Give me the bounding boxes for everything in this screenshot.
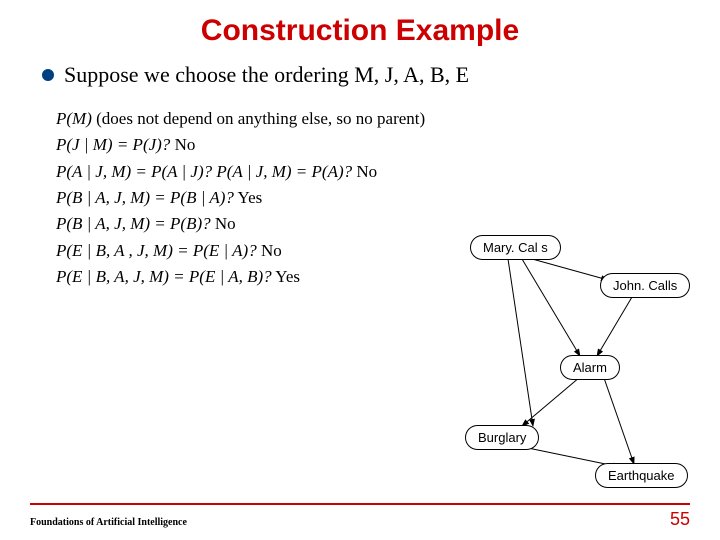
- node-alarm: Alarm: [560, 355, 620, 380]
- page-title: Construction Example: [30, 14, 690, 48]
- bullet-row: Suppose we choose the ordering M, J, A, …: [42, 62, 690, 88]
- line-4: P(B | A, J, M) = P(B | A)? Yes: [56, 185, 690, 211]
- line-2: P(J | M) = P(J)? No: [56, 132, 690, 158]
- node-john: John. Calls: [600, 273, 690, 298]
- bullet-text: Suppose we choose the ordering M, J, A, …: [64, 62, 469, 88]
- page-number: 55: [670, 509, 690, 530]
- slide: Construction Example Suppose we choose t…: [0, 0, 720, 540]
- footer-row: Foundations of Artificial Intelligence 5…: [30, 509, 690, 530]
- node-burglary: Burglary: [465, 425, 539, 450]
- bayes-net-diagram: Mary. Cal s John. Calls Alarm Burglary E…: [380, 215, 710, 475]
- line-3: P(A | J, M) = P(A | J)? P(A | J, M) = P(…: [56, 159, 690, 185]
- line-1: P(M) (does not depend on anything else, …: [56, 106, 690, 132]
- node-mary: Mary. Cal s: [470, 235, 561, 260]
- footer: Foundations of Artificial Intelligence 5…: [30, 503, 690, 530]
- bullet-icon: [42, 69, 54, 81]
- footer-divider: [30, 503, 690, 505]
- footer-text: Foundations of Artificial Intelligence: [30, 517, 187, 528]
- node-earthquake: Earthquake: [595, 463, 688, 488]
